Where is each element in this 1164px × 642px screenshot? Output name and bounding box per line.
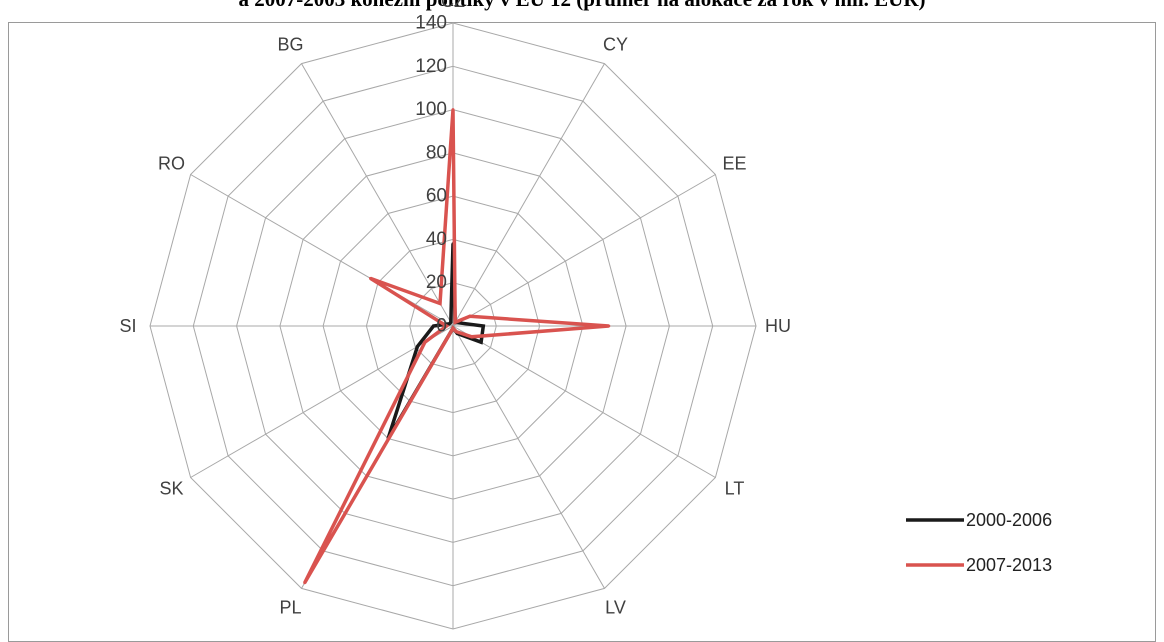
category-label-cz: CZ [441, 0, 465, 11]
axis-spoke-lv [452, 325, 605, 589]
data-point-2007-2013-lv [454, 330, 458, 334]
data-point-2007-2013-cz [451, 108, 455, 112]
data-point-2007-2013-pl [303, 581, 307, 585]
data-point-2007-2013-bg [438, 302, 442, 305]
radar-series [303, 108, 611, 585]
category-label-sk: SK [159, 479, 183, 499]
data-point-2007-2013-mt [451, 326, 455, 330]
category-label-si: SI [119, 316, 136, 336]
category-labels: CZCYEEHULTLVMTPLSKSIROBG [119, 0, 791, 618]
tick-label-80: 80 [426, 142, 447, 163]
data-point-2007-2013-ee [468, 314, 472, 318]
category-label-hu: HU [765, 316, 791, 336]
axis-spoke-ee [452, 174, 716, 327]
legend-label-2007-2013: 2007-2013 [966, 555, 1052, 575]
data-point-2007-2013-lt [470, 335, 474, 339]
tick-label-120: 120 [415, 56, 447, 77]
data-point-2007-2013-ro [369, 276, 372, 280]
data-point-2007-2013-cy [453, 320, 457, 324]
data-point-2007-2013-si [445, 324, 448, 328]
data-point-2007-2013-hu [607, 324, 611, 328]
tick-label-0: 0 [436, 316, 447, 337]
axis-spoke-cy [452, 63, 605, 327]
axis-spoke-sk [190, 325, 454, 478]
category-label-pl: PL [279, 598, 301, 618]
tick-label-140: 140 [415, 13, 447, 34]
axis-spoke-bg [301, 63, 454, 327]
data-point-2000-2006-lt [479, 340, 483, 344]
tick-label-100: 100 [415, 99, 447, 120]
legend-label-2000-2006: 2000-2006 [966, 510, 1052, 530]
tick-label-20: 20 [426, 272, 447, 293]
category-label-cy: CY [603, 35, 628, 55]
category-label-lv: LV [605, 598, 626, 618]
category-label-ee: EE [722, 154, 746, 174]
legend: 2000-2006 2007-2013 [906, 510, 1052, 575]
data-point-2000-2006-hu [481, 324, 485, 328]
data-point-2000-2006-si [432, 324, 435, 328]
radial-tick-labels: 0 20 40 60 80 100 120 140 [415, 13, 447, 337]
data-point-2000-2006-bg [449, 320, 453, 324]
category-label-ro: RO [158, 154, 185, 174]
category-label-bg: BG [277, 35, 303, 55]
data-point-2000-2006-sk [415, 345, 419, 349]
chart-title: a 2007-2003 kohezni politiky v EU 12 (pr… [0, 0, 1164, 12]
data-point-2007-2013-sk [423, 340, 427, 344]
tick-label-40: 40 [426, 229, 447, 250]
axis-spoke-lt [452, 325, 716, 478]
category-label-lt: LT [725, 479, 745, 499]
tick-label-60: 60 [426, 186, 447, 207]
